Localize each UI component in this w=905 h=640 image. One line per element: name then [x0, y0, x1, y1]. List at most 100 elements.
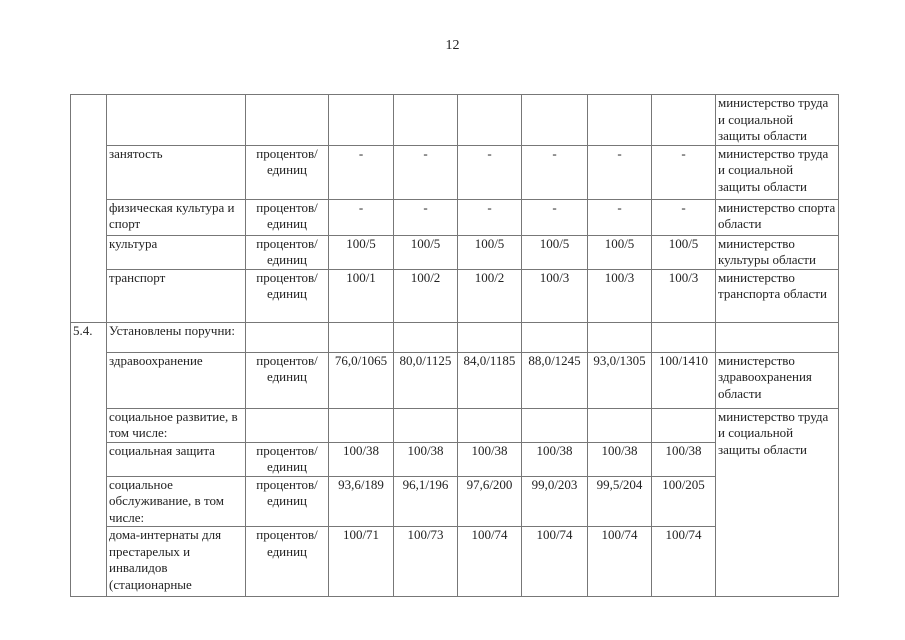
table-row: занятость процентов/ единиц - - - - - - министер… [71, 144, 839, 200]
page-number: 12 [445, 38, 460, 53]
value-cell: - [393, 198, 458, 236]
value-cell: 100/3 [651, 268, 716, 323]
value-cell: 100/38 [457, 441, 522, 477]
table-row: культура процентов/ единиц 100/5 100/5 100/5… [71, 234, 839, 270]
value-cell: 100/38 [328, 441, 394, 477]
value-cell: 100/5 [328, 234, 394, 270]
indicator-name-cell: социальная защита [106, 441, 246, 477]
value-cell: - [587, 198, 652, 236]
value-cell: 100/5 [393, 234, 458, 270]
value-cell [457, 407, 522, 443]
value-cell [457, 94, 522, 146]
table-row: транспорт процентов/ единиц 100/1 100/2 100/… [71, 268, 839, 323]
responsible-cell: министерство труда и социальной защиты о… [715, 94, 839, 146]
responsible-cell: министерство транспорта области [715, 268, 839, 323]
indicator-name-cell: физическая культура и спорт [106, 198, 246, 236]
value-cell: 100/74 [521, 526, 588, 597]
value-cell: 100/74 [457, 526, 522, 597]
value-cell: - [651, 198, 716, 236]
value-cell: 76,0/1065 [328, 351, 394, 409]
indicators-table: министерство труда и социальной защиты о… [70, 94, 839, 597]
value-cell: 100/5 [587, 234, 652, 270]
value-cell: 99,0/203 [521, 475, 588, 527]
indicator-name-cell: Установлены поручни: [106, 321, 246, 353]
value-cell [393, 321, 458, 353]
indicator-name-cell: социальное развитие, в том числе: [106, 407, 246, 443]
value-cell: 100/73 [393, 526, 458, 597]
value-cell: 100/71 [328, 526, 394, 597]
value-cell: - [457, 198, 522, 236]
value-cell: 100/38 [651, 441, 716, 477]
unit-cell: процентов/ единиц [245, 475, 329, 527]
value-cell [651, 321, 716, 353]
table-row: физическая культура и спорт процентов/ ед… [71, 198, 839, 236]
value-cell: 100/38 [393, 441, 458, 477]
unit-cell: процентов/ единиц [245, 144, 329, 200]
value-cell: 100/74 [651, 526, 716, 597]
unit-cell: процентов/ единиц [245, 268, 329, 323]
value-cell [651, 94, 716, 146]
value-cell: - [587, 144, 652, 200]
value-cell: 88,0/1245 [521, 351, 588, 409]
value-cell [587, 321, 652, 353]
responsible-cell [715, 321, 839, 353]
unit-cell: процентов/ единиц [245, 198, 329, 236]
value-cell: 100/5 [457, 234, 522, 270]
value-cell: 100/5 [521, 234, 588, 270]
responsible-cell: министерство труда и социальной защиты о… [715, 144, 839, 200]
indicator-name-cell: культура [106, 234, 246, 270]
value-cell: 100/205 [651, 475, 716, 527]
value-cell: - [393, 144, 458, 200]
value-cell [587, 94, 652, 146]
value-cell: 100/1410 [651, 351, 716, 409]
unit-cell [245, 407, 329, 443]
responsible-cell: министерство культуры области [715, 234, 839, 270]
value-cell [393, 94, 458, 146]
unit-cell: процентов/ единиц [245, 441, 329, 477]
table-row: министерство труда и социальной защиты о… [70, 94, 839, 323]
value-cell: 100/1 [328, 268, 394, 323]
value-cell: 84,0/1185 [457, 351, 522, 409]
responsible-cell: министерство спорта области [715, 198, 839, 236]
indicator-name-cell: социальное обслуживание, в том числе: [106, 475, 246, 527]
table-row: социальное развитие, в том числе: министе… [71, 407, 839, 597]
value-cell: 96,1/196 [393, 475, 458, 527]
value-cell [328, 407, 394, 443]
value-cell: - [328, 198, 394, 236]
unit-cell [245, 94, 329, 146]
value-cell: - [521, 198, 588, 236]
value-cell: 100/2 [457, 268, 522, 323]
value-cell: - [328, 144, 394, 200]
value-cell: 100/3 [587, 268, 652, 323]
value-cell: 100/38 [521, 441, 588, 477]
value-cell [587, 407, 652, 443]
value-cell [521, 407, 588, 443]
table-row: 5.4. Установлены поручни: [70, 321, 839, 597]
responsible-cell: министерство здравоохранения области [715, 351, 839, 409]
value-cell: 80,0/1125 [393, 351, 458, 409]
value-cell [457, 321, 522, 353]
table-row: дома-интернаты для престарелых и инвалид… [71, 526, 839, 597]
value-cell: 99,5/204 [587, 475, 652, 527]
value-cell: 100/74 [587, 526, 652, 597]
value-cell [651, 407, 716, 443]
value-cell: 100/3 [521, 268, 588, 323]
row-number-cell [70, 94, 107, 323]
table-row: здравоохранение процентов/ единиц 76,0/106… [71, 351, 839, 409]
indicator-name-cell: здравоохранение [106, 351, 246, 409]
value-cell: 100/38 [587, 441, 652, 477]
responsible-cell: министерство труда и социальной защиты о… [715, 407, 839, 597]
value-cell [328, 94, 394, 146]
unit-cell: процентов/ единиц [245, 351, 329, 409]
value-cell [521, 94, 588, 146]
unit-cell: процентов/ единиц [245, 234, 329, 270]
value-cell [328, 321, 394, 353]
row-number-cell: 5.4. [70, 321, 107, 597]
value-cell: 93,0/1305 [587, 351, 652, 409]
value-cell [393, 407, 458, 443]
value-cell: 93,6/189 [328, 475, 394, 527]
value-cell: 100/5 [651, 234, 716, 270]
value-cell: 97,6/200 [457, 475, 522, 527]
unit-cell [245, 321, 329, 353]
indicator-name-cell: транспорт [106, 268, 246, 323]
